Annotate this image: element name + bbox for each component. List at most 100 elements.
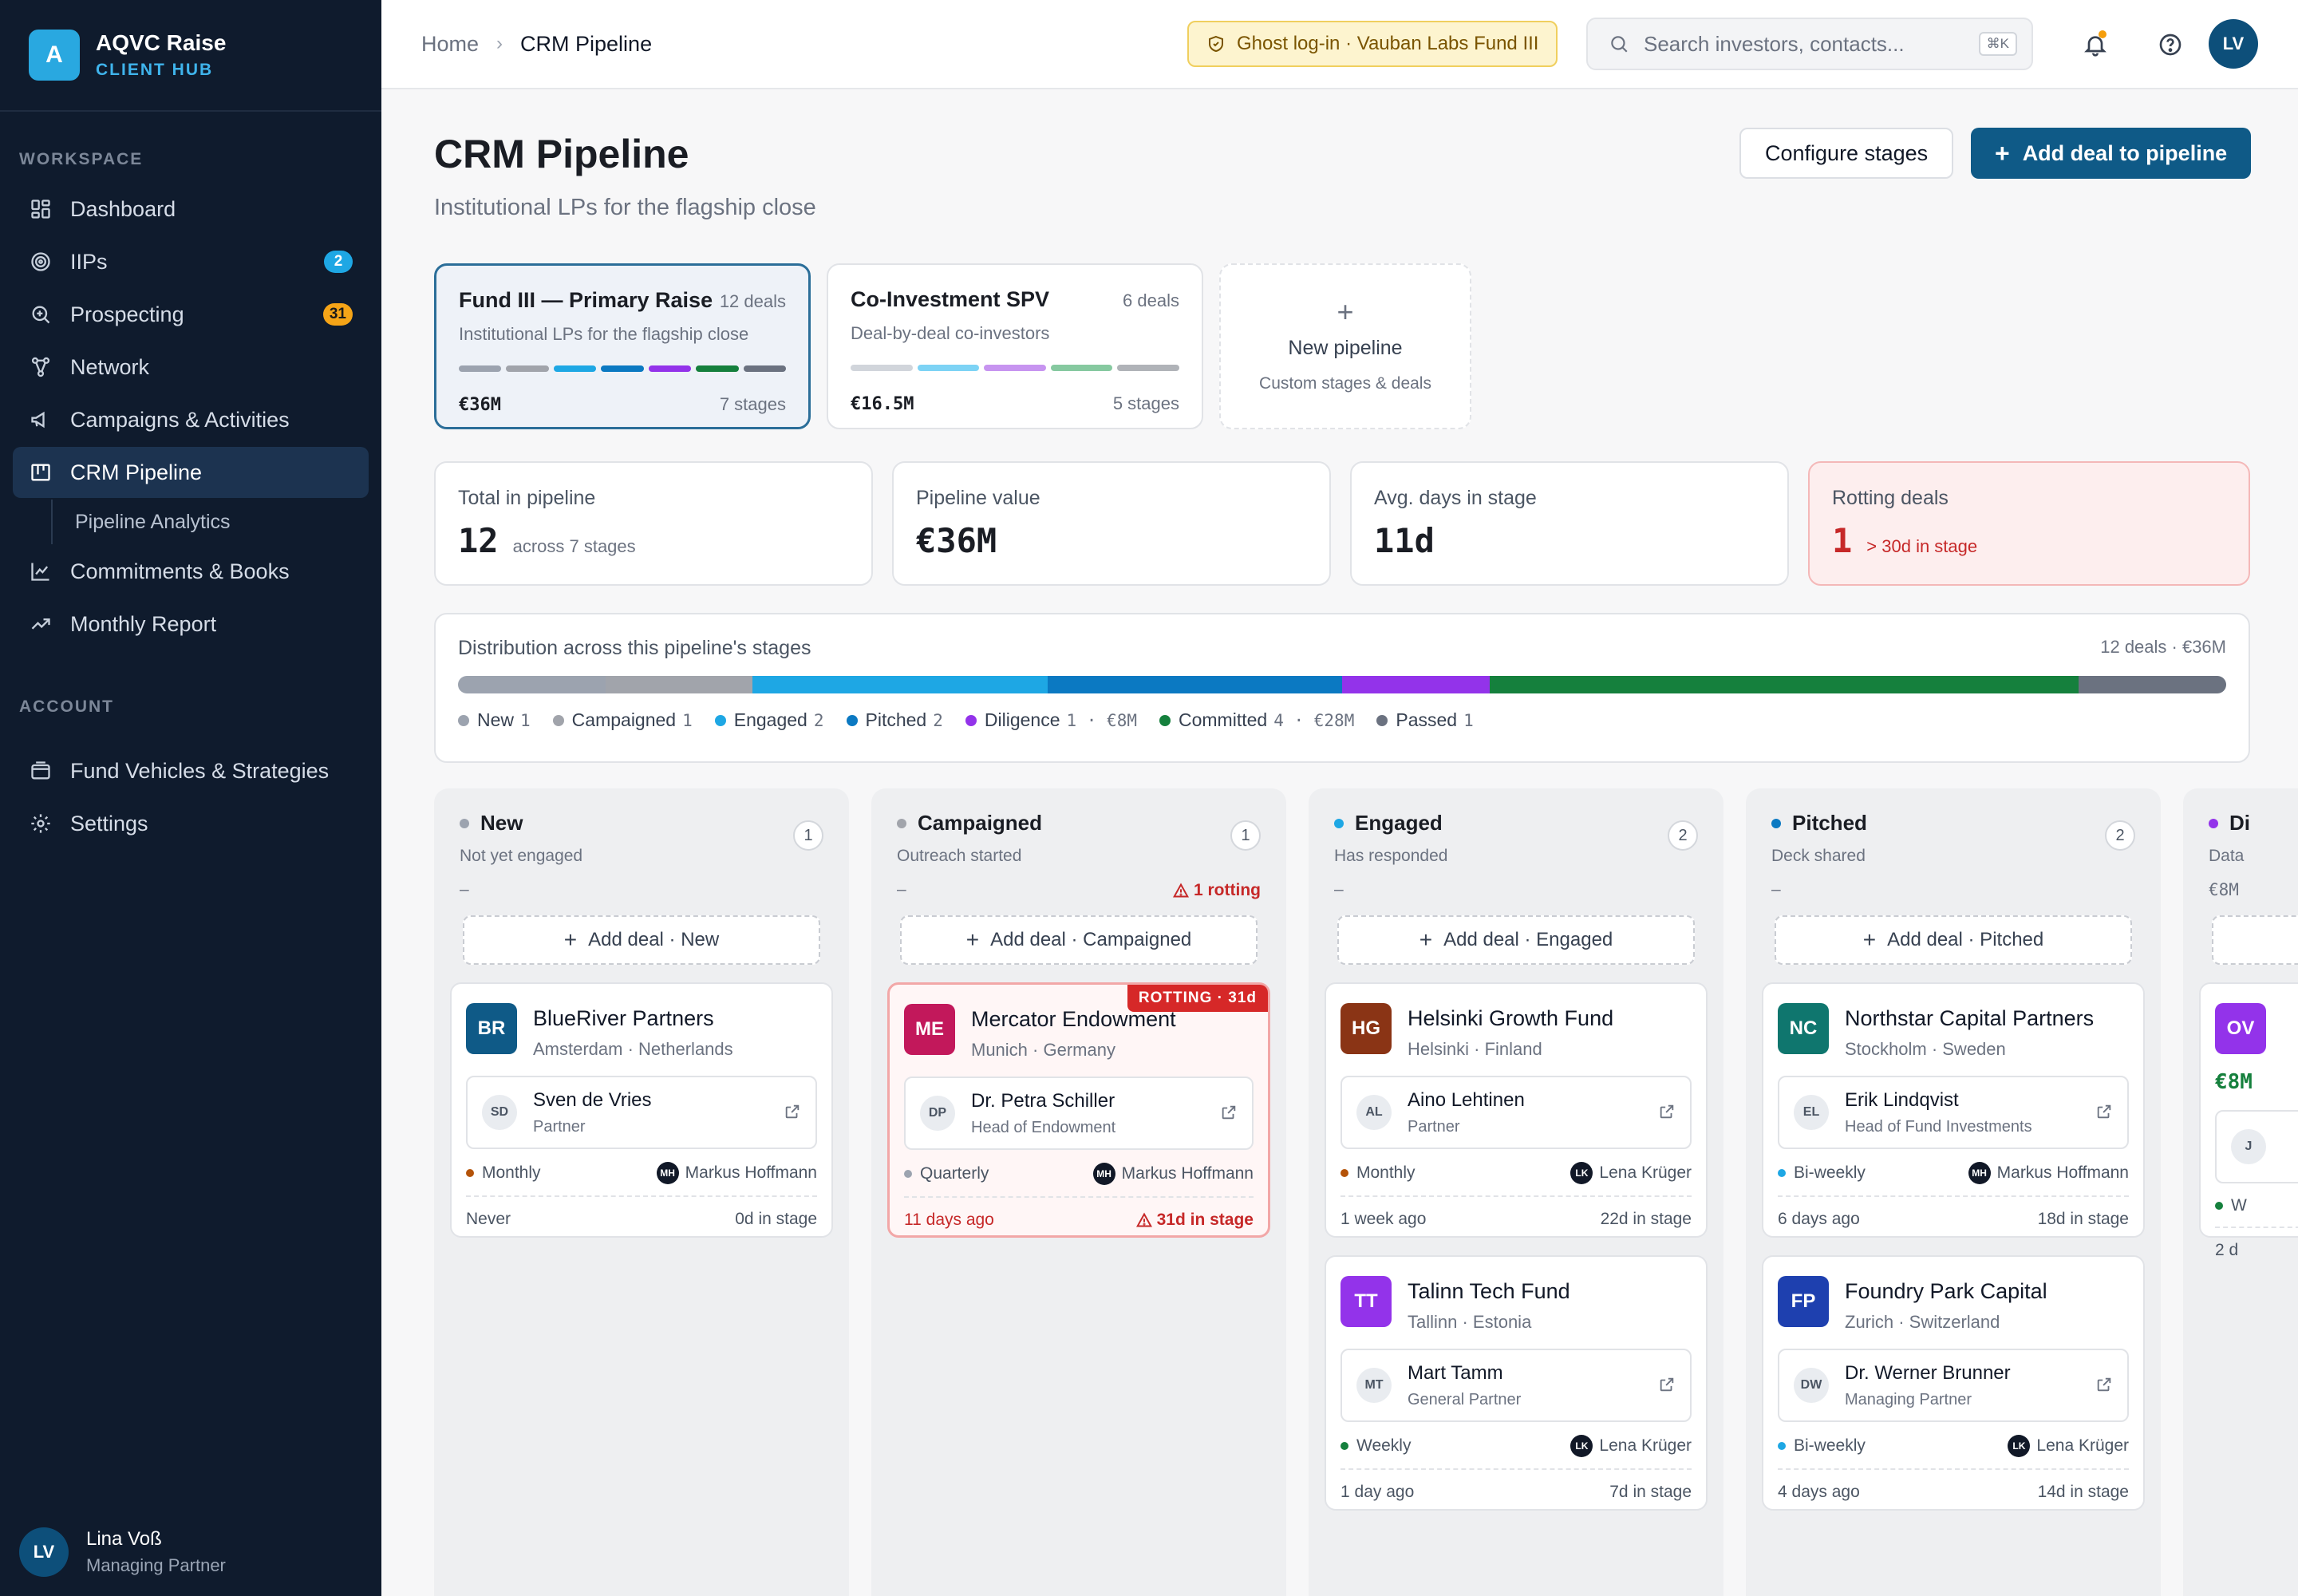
workspace-label: WORKSPACE bbox=[19, 150, 144, 168]
primary-contact[interactable]: AL Aino Lehtinen Partner bbox=[1340, 1076, 1692, 1149]
sidebar-item-dashboard[interactable]: Dashboard bbox=[13, 184, 369, 235]
add-deal-to-stage-button[interactable]: + Add deal · New bbox=[463, 915, 820, 965]
column-description: Has responded bbox=[1334, 847, 1448, 865]
distribution-segment bbox=[605, 676, 753, 693]
prospecting-count-badge: 31 bbox=[322, 303, 353, 326]
distribution-segment bbox=[1341, 676, 1490, 693]
rotting-label: 1 rotting bbox=[1194, 881, 1261, 899]
ghost-login-banner[interactable]: Ghost log-in · Vauban Labs Fund III bbox=[1187, 21, 1558, 67]
sidebar-item-commitments[interactable]: Commitments & Books bbox=[13, 546, 369, 597]
deal-footer: 1 week ago 22d in stage bbox=[1340, 1195, 1692, 1229]
primary-contact[interactable]: MT Mart Tamm General Partner bbox=[1340, 1349, 1692, 1422]
deal-header: HG Helsinki Growth Fund Helsinki · Finland bbox=[1340, 1003, 1692, 1060]
help-icon[interactable] bbox=[2154, 29, 2186, 61]
contact-role: Head of Fund Investments bbox=[1845, 1117, 2032, 1136]
deal-meta-row: Quarterly MH Markus Hoffmann bbox=[904, 1163, 1254, 1185]
cadence-label: W bbox=[2231, 1196, 2247, 1215]
shield-icon bbox=[1206, 34, 1226, 53]
legend-dot bbox=[846, 714, 858, 726]
pipeline-title: Fund III — Primary Raise bbox=[459, 288, 713, 312]
sidebar-item-network[interactable]: Network bbox=[13, 342, 369, 393]
add-deal-label: Add deal · New bbox=[588, 929, 720, 950]
deal-header: NC Northstar Capital Partners Stockholm · … bbox=[1778, 1003, 2129, 1060]
profile-avatar[interactable]: LV bbox=[2209, 19, 2258, 69]
sidebar-item-monthly-report[interactable]: Monthly Report bbox=[13, 598, 369, 650]
external-link-icon[interactable] bbox=[1658, 1376, 1676, 1393]
sidebar-item-label: Dashboard bbox=[70, 196, 176, 221]
days-in-stage: 0d in stage bbox=[735, 1210, 817, 1228]
stat-rotting-deals[interactable]: Rotting deals 1 > 30d in stage bbox=[1808, 461, 2250, 586]
deal-card[interactable]: OV €8M J W 2 d bbox=[2199, 982, 2298, 1259]
cadence-label: Monthly bbox=[1356, 1163, 1416, 1182]
deal-card[interactable]: ROTTING · 31d ME Mercator Endowment Munich … bbox=[887, 982, 1270, 1238]
pipeline-stage-strip bbox=[851, 365, 1179, 371]
add-deal-to-stage-button[interactable]: + Add deal · Campaigned bbox=[900, 915, 1258, 965]
legend-count: 1 bbox=[520, 710, 531, 730]
legend-item: Engaged 2 bbox=[714, 709, 824, 731]
new-pipeline-card[interactable]: + New pipeline Custom stages & deals bbox=[1219, 263, 1471, 429]
contact-role: Partner bbox=[533, 1117, 586, 1136]
deal-card[interactable]: NC Northstar Capital Partners Stockholm · … bbox=[1762, 982, 2145, 1238]
deal-card[interactable]: BR BlueRiver Partners Amsterdam · Netherla… bbox=[450, 982, 833, 1238]
primary-contact[interactable]: DW Dr. Werner Brunner Managing Partner bbox=[1778, 1349, 2129, 1422]
deal-footer: 4 days ago 14d in stage bbox=[1778, 1468, 2129, 1502]
last-contact: 2 d bbox=[2215, 1241, 2239, 1259]
deal-meta-row: Monthly LK Lena Krüger bbox=[1340, 1162, 1692, 1184]
plus-icon: + bbox=[1419, 927, 1433, 952]
sidebar-item-pipeline-analytics[interactable]: Pipeline Analytics bbox=[51, 500, 369, 544]
external-link-icon[interactable] bbox=[1220, 1104, 1238, 1121]
column-meta: – bbox=[1762, 880, 2145, 901]
sidebar-item-crm-pipeline[interactable]: CRM Pipeline bbox=[13, 447, 369, 498]
external-link-icon[interactable] bbox=[2095, 1103, 2113, 1120]
column-description: Not yet engaged bbox=[460, 847, 583, 865]
pipeline-card-fund-iii[interactable]: Fund III — Primary Raise 12 deals Instit… bbox=[434, 263, 811, 429]
add-deal-to-stage-button[interactable]: + Add deal · Pitched bbox=[1775, 915, 2132, 965]
deal-card[interactable]: HG Helsinki Growth Fund Helsinki · Finland… bbox=[1325, 982, 1708, 1238]
legend-item: Campaigned 1 bbox=[552, 709, 693, 731]
sidebar-item-prospecting[interactable]: Prospecting 31 bbox=[13, 289, 369, 340]
sidebar-item-label: Monthly Report bbox=[70, 611, 217, 636]
trend-icon bbox=[29, 612, 53, 636]
stage-dot bbox=[897, 818, 906, 828]
add-deal-button[interactable]: + Add deal to pipeline bbox=[1971, 128, 2252, 179]
deal-card[interactable]: FP Foundry Park Capital Zurich · Switzerla… bbox=[1762, 1255, 2145, 1511]
bell-icon[interactable] bbox=[2079, 29, 2111, 61]
owner-name: Lena Krüger bbox=[1599, 1163, 1692, 1182]
kanban-icon bbox=[29, 460, 53, 484]
add-deal-to-stage-button[interactable]: + Add deal · Engaged bbox=[1337, 915, 1695, 965]
stage-segment bbox=[851, 365, 913, 371]
external-link-icon[interactable] bbox=[784, 1103, 801, 1120]
zoom-icon bbox=[29, 302, 53, 326]
stat-avg-days-in-stage: Avg. days in stage 11d bbox=[1350, 461, 1789, 586]
primary-contact[interactable]: DP Dr. Petra Schiller Head of Endowment bbox=[904, 1077, 1254, 1150]
primary-contact[interactable]: EL Erik Lindqvist Head of Fund Investments bbox=[1778, 1076, 2129, 1149]
sidebar-item-settings[interactable]: Settings bbox=[13, 798, 369, 849]
search-input[interactable]: Search investors, contacts... ⌘K bbox=[1586, 18, 2033, 70]
add-deal-label: Add deal · Engaged bbox=[1443, 929, 1613, 950]
add-deal-to-stage-button[interactable] bbox=[2212, 915, 2298, 965]
deal-card[interactable]: TT Talinn Tech Fund Tallinn · Estonia MT Mar… bbox=[1325, 1255, 1708, 1511]
stage-segment bbox=[1050, 365, 1113, 371]
brand[interactable]: A AQVC Raise CLIENT HUB bbox=[0, 0, 381, 112]
sidebar-item-campaigns[interactable]: Campaigns & Activities bbox=[13, 394, 369, 445]
configure-stages-button[interactable]: Configure stages bbox=[1739, 128, 1954, 179]
current-user[interactable]: LV Lina Voß Managing Partner bbox=[0, 1508, 381, 1596]
external-link-icon[interactable] bbox=[2095, 1376, 2113, 1393]
investor-location: Tallinn · Estonia bbox=[1408, 1312, 1532, 1332]
cadence: Weekly bbox=[1340, 1436, 1411, 1456]
investor-location: Helsinki · Finland bbox=[1408, 1039, 1542, 1059]
breadcrumb-home[interactable]: Home bbox=[421, 31, 480, 56]
deal-footer: 1 day ago 7d in stage bbox=[1340, 1468, 1692, 1502]
network-icon bbox=[29, 355, 53, 379]
distribution-total: 12 deals · €36M bbox=[2100, 637, 2226, 657]
external-link-icon[interactable] bbox=[1658, 1103, 1676, 1120]
user-name: Lina Voß bbox=[86, 1528, 162, 1550]
primary-contact[interactable]: SD Sven de Vries Partner bbox=[466, 1076, 817, 1149]
primary-contact[interactable]: J bbox=[2215, 1110, 2298, 1183]
column-value: – bbox=[1334, 880, 1344, 899]
sidebar-item-iips[interactable]: IIPs 2 bbox=[13, 236, 369, 287]
investor-location: Amsterdam · Netherlands bbox=[533, 1039, 733, 1059]
sidebar-item-fund-vehicles[interactable]: Fund Vehicles & Strategies bbox=[13, 745, 369, 796]
rotting-indicator: 1 rotting bbox=[1173, 880, 1261, 901]
pipeline-card-co-investment[interactable]: Co-Investment SPV 6 deals Deal-by-deal c… bbox=[827, 263, 1203, 429]
